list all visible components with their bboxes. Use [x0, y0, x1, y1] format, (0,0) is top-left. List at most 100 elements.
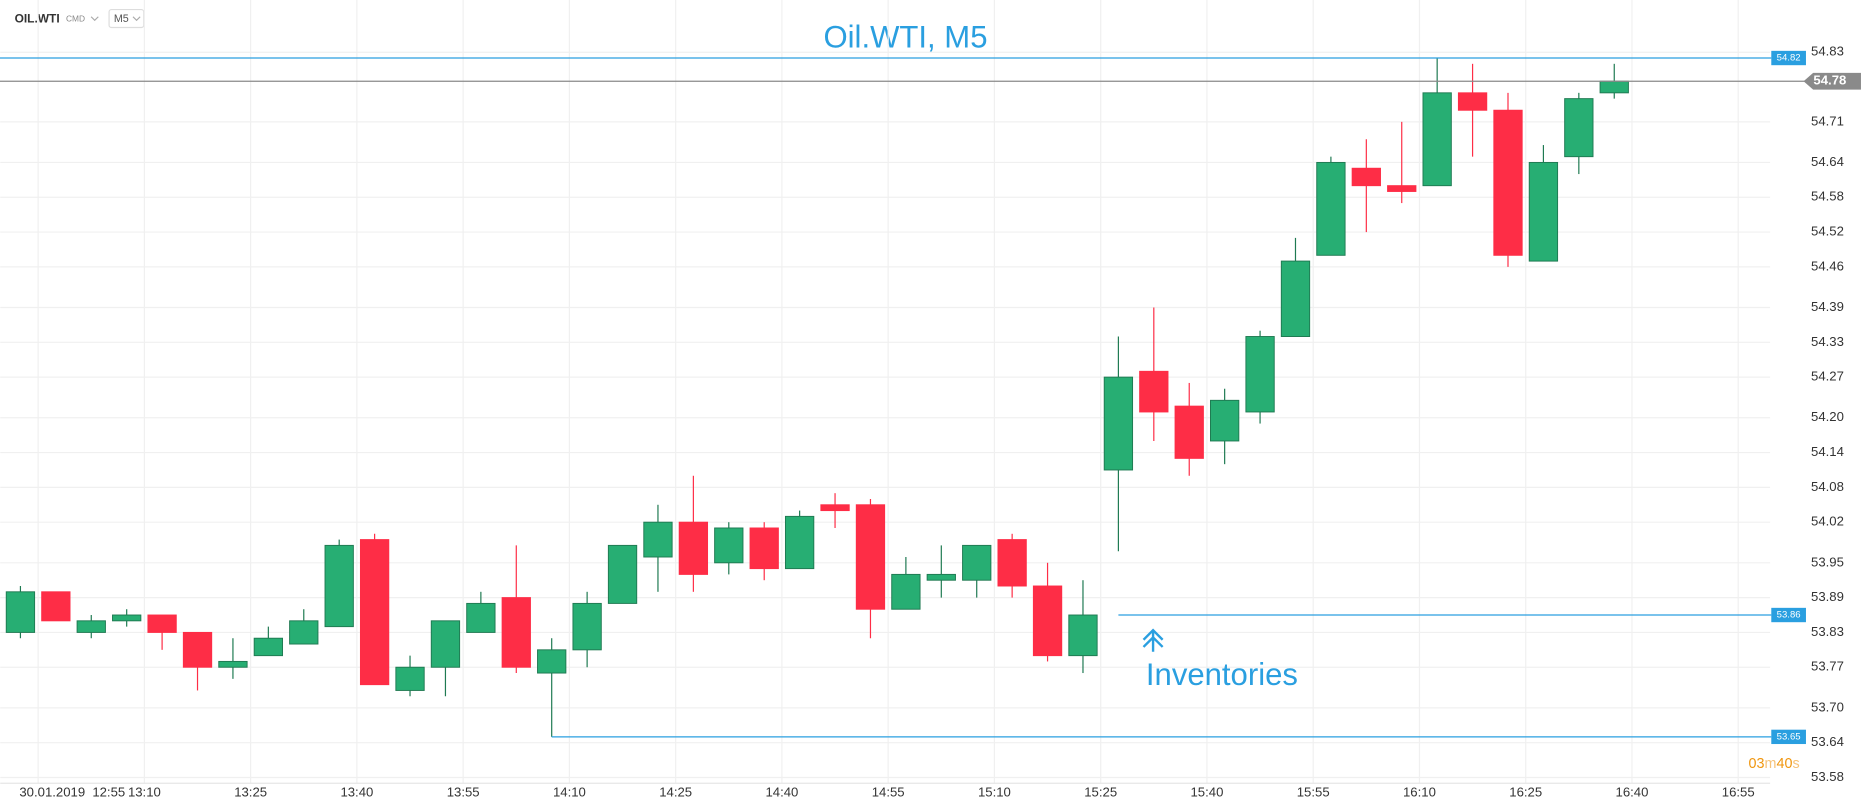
candle-body [607, 544, 638, 604]
candle-body [76, 620, 106, 633]
candle-body [359, 539, 390, 686]
x-tick-label: 15:25 [1084, 784, 1117, 799]
candle-body [1599, 80, 1629, 94]
candle-body [253, 637, 284, 657]
candle [962, 544, 992, 598]
candle-body [678, 521, 709, 575]
y-tick-label: 53.89 [1811, 589, 1844, 604]
candle-body [466, 602, 496, 633]
candle [147, 614, 177, 650]
candle-body [324, 544, 354, 628]
y-tick-label: 54.39 [1811, 299, 1844, 314]
candle-body [1280, 260, 1311, 337]
interval-box[interactable] [108, 8, 145, 29]
interval[interactable]: M5 [114, 13, 129, 25]
candle-body [395, 666, 425, 691]
candle [1493, 92, 1523, 267]
candle-body [182, 631, 213, 668]
candle-body [1493, 109, 1523, 256]
annotation-text: Inventories [1146, 657, 1298, 692]
candle-body [891, 573, 921, 610]
y-tick-label: 54.27 [1811, 369, 1844, 384]
candle [749, 522, 779, 581]
candle-body [1174, 405, 1204, 459]
group[interactable]: CMD [66, 13, 85, 23]
timer-part: m [1765, 756, 1777, 772]
y-tick-label: 53.64 [1811, 734, 1844, 749]
candle-body [1068, 614, 1098, 657]
candle [359, 533, 390, 686]
timer: 03m40s [1749, 756, 1800, 772]
candle [1103, 336, 1134, 552]
candle [1564, 92, 1594, 175]
candle [5, 586, 36, 639]
candle-body [962, 544, 992, 581]
candle-body [1457, 92, 1488, 111]
annotation-arrow [1142, 628, 1164, 652]
timer-part: 03 [1749, 756, 1765, 772]
candle [1422, 58, 1452, 187]
x-tick-label: 14:55 [872, 784, 905, 799]
candle-body [643, 521, 673, 558]
y-tick-label: 54.46 [1811, 258, 1844, 273]
candle [1174, 382, 1204, 476]
y-tick-label: 54.33 [1811, 334, 1844, 349]
y-tick-label: 54.52 [1811, 224, 1844, 239]
candle-body [855, 504, 886, 610]
candle [537, 638, 567, 737]
x-tick-label: 14:25 [659, 784, 692, 799]
candle-body [1564, 98, 1594, 158]
candle-body [1422, 92, 1452, 187]
candle-body [1210, 399, 1240, 442]
candle [1316, 156, 1346, 256]
candle [41, 591, 71, 622]
candle [891, 556, 921, 610]
y-tick-label: 54.20 [1811, 409, 1844, 424]
level-label: 53.86 [1777, 610, 1801, 621]
chart-title: Oil.WTI, M5 [823, 20, 987, 55]
candle [820, 493, 850, 528]
candle [324, 539, 354, 628]
candle [643, 504, 673, 592]
candle-body [749, 527, 779, 570]
candle [182, 631, 213, 691]
y-tick-label: 54.71 [1811, 113, 1844, 128]
candle-body [41, 591, 71, 622]
candle [112, 609, 142, 627]
y-tick-label: 54.58 [1811, 189, 1844, 204]
dropdown-icon[interactable] [90, 16, 99, 22]
candle [466, 591, 496, 633]
candle-body [1139, 370, 1169, 413]
x-tick-label: 13:55 [447, 784, 480, 799]
x-tick-label: 13:10 [128, 784, 161, 799]
candle [1032, 562, 1063, 662]
candle-body [926, 573, 956, 581]
candle-body [1032, 585, 1063, 657]
timer-part: s [1792, 756, 1799, 772]
candle [607, 544, 638, 604]
candle [997, 533, 1027, 598]
candle [501, 545, 531, 674]
y-tick-label: 53.83 [1811, 624, 1844, 639]
candle [430, 620, 461, 697]
dropdown-icon[interactable] [132, 16, 141, 22]
candle [1245, 330, 1275, 424]
candle-body [1351, 167, 1381, 187]
candle [714, 522, 744, 575]
candle [855, 498, 886, 639]
candle-body [5, 591, 36, 633]
candle [1068, 580, 1098, 674]
level-tag [1771, 607, 1806, 623]
candle-body [1316, 161, 1346, 256]
candle [1528, 145, 1559, 262]
date-label: 30.01.2019 [19, 784, 85, 799]
candle-body [537, 649, 567, 674]
candle-body [218, 660, 248, 668]
candle-body [501, 597, 531, 668]
candle-body [1528, 161, 1559, 262]
x-tick-label: 13:40 [340, 784, 373, 799]
candle-body [714, 527, 744, 564]
x-tick-label: 14:40 [765, 784, 798, 799]
candle-body [820, 504, 850, 512]
